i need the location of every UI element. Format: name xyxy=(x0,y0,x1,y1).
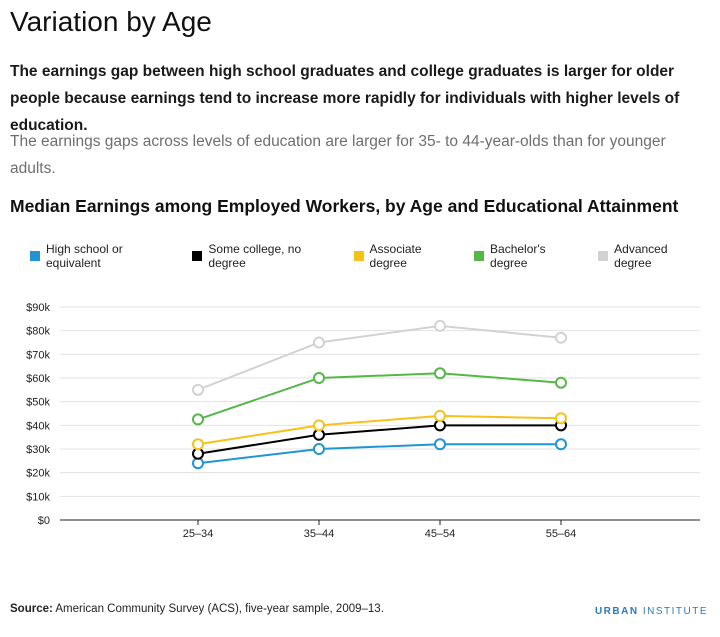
y-tick-label: $0 xyxy=(38,515,50,527)
series-line xyxy=(197,414,562,446)
x-tick-label: 45–54 xyxy=(425,528,456,540)
brand-second: INSTITUTE xyxy=(638,606,708,617)
brand-logo: URBAN INSTITUTE xyxy=(595,606,708,617)
line-chart: $0 $10k $20k $30k $40k $50k $60k $70k $80k $90k 25… xyxy=(26,302,700,540)
data-point xyxy=(313,443,325,455)
page-title: Variation by Age xyxy=(10,6,212,37)
legend-item-some-college[interactable]: Some college, no degree xyxy=(192,242,341,270)
data-point xyxy=(313,336,325,349)
data-point xyxy=(313,372,325,384)
data-point xyxy=(555,412,567,425)
x-tick-label: 35–44 xyxy=(304,528,335,540)
source-label: Source: xyxy=(10,603,53,615)
legend-label: Bachelor's degree xyxy=(490,242,546,270)
chart-legend: High school or equivalent Some college, … xyxy=(30,242,720,270)
data-point xyxy=(555,376,567,389)
data-point xyxy=(434,409,446,422)
legend-item-bachelors[interactable]: Bachelor's degree xyxy=(474,242,586,270)
legend-swatch xyxy=(598,251,609,261)
legend-item-high-school[interactable]: High school or equivalent xyxy=(30,242,180,270)
source-note: Source: American Community Survey (ACS),… xyxy=(10,603,384,615)
legend-item-associate[interactable]: Associate degree xyxy=(353,242,463,270)
legend-swatch xyxy=(30,251,40,261)
legend-label: High school or equivalent xyxy=(45,242,123,270)
data-point xyxy=(555,438,567,451)
body-paragraph: The earnings gaps across levels of educa… xyxy=(10,133,666,177)
legend-label: Some college, no degree xyxy=(208,242,302,270)
source-text: American Community Survey (ACS), five-ye… xyxy=(52,603,384,615)
data-point xyxy=(434,319,446,332)
brand-first: URBAN xyxy=(594,606,639,617)
legend-item-advanced[interactable]: Advanced degree xyxy=(598,242,708,270)
y-tick-label: $60k xyxy=(26,373,50,385)
series-line xyxy=(197,443,561,465)
series-line xyxy=(197,372,562,421)
legend-label: Advanced degree xyxy=(614,242,668,270)
y-tick-label: $80k xyxy=(26,326,50,338)
y-tick-label: $40k xyxy=(26,420,50,432)
x-tick-label: 55–64 xyxy=(546,528,577,540)
y-tick-label: $20k xyxy=(26,468,50,480)
y-tick-label: $90k xyxy=(26,302,50,314)
legend-swatch xyxy=(353,251,364,261)
legend-swatch xyxy=(474,251,485,261)
data-point xyxy=(434,438,446,451)
x-tick-label: 25–34 xyxy=(183,528,214,540)
y-tick-label: $30k xyxy=(26,444,50,456)
lead-paragraph: The earnings gap between high school gra… xyxy=(10,63,680,134)
y-tick-label: $10k xyxy=(26,491,50,503)
chart-title: Median Earnings among Employed Workers, … xyxy=(10,196,679,216)
data-point xyxy=(192,438,204,451)
data-point xyxy=(434,367,446,380)
y-tick-label: $70k xyxy=(26,349,50,361)
data-point xyxy=(192,413,204,426)
legend-swatch xyxy=(192,251,203,261)
series-line xyxy=(197,424,561,455)
y-tick-label: $50k xyxy=(26,397,50,409)
data-point xyxy=(192,383,204,396)
legend-label: Associate degree xyxy=(369,242,422,270)
data-point xyxy=(555,331,567,344)
data-point xyxy=(313,419,325,432)
series-line xyxy=(197,324,562,391)
